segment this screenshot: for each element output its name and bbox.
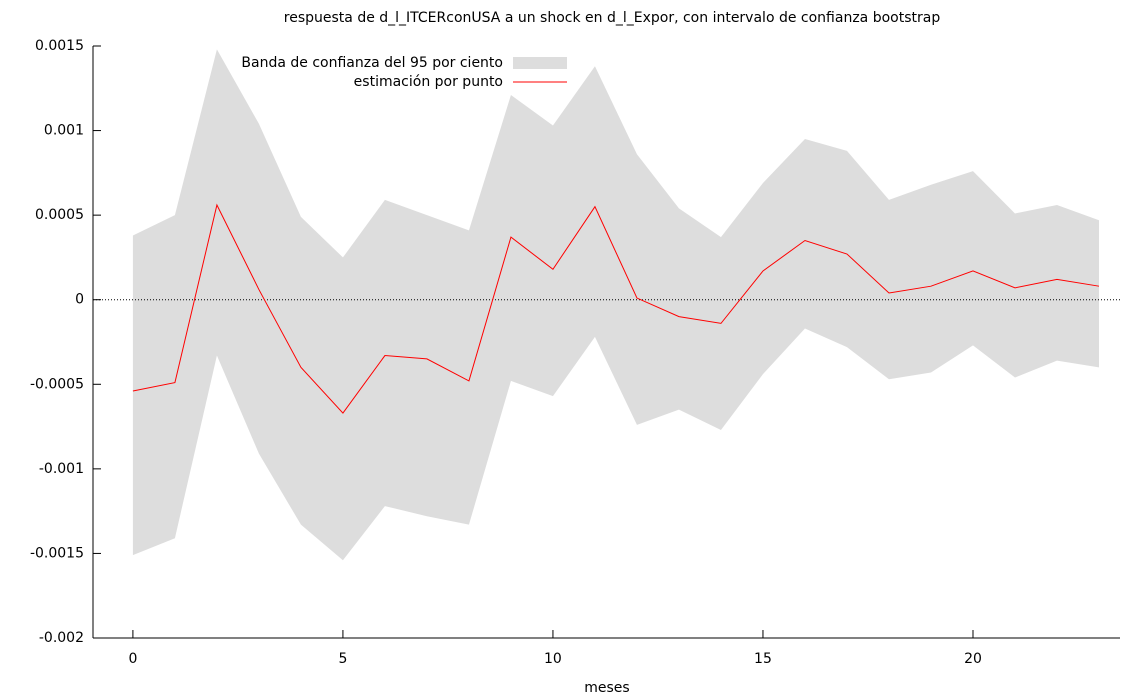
confidence-band (132, 49, 1099, 561)
legend-label: estimación por punto (354, 74, 503, 90)
y-tick-label: -0.0015 (30, 545, 84, 561)
x-tick-label: 10 (544, 651, 562, 667)
y-tick-label: 0.001 (44, 123, 84, 139)
legend-swatch (513, 57, 567, 69)
legend-label: Banda de confianza del 95 por ciento (241, 55, 503, 71)
x-tick-label: 0 (128, 651, 137, 667)
y-tick-label: -0.002 (39, 630, 84, 646)
x-tick-label: 5 (338, 651, 347, 667)
chart-title: respuesta de d_l_ITCERconUSA a un shock … (284, 10, 941, 26)
y-tick-label: 0.0005 (35, 207, 84, 223)
point-estimate-line (132, 203, 1100, 414)
x-tick-label: 20 (964, 651, 982, 667)
x-axis-label: meses (584, 680, 629, 696)
x-tick-label: 15 (754, 651, 772, 667)
y-tick-label: -0.0005 (30, 376, 84, 392)
y-tick-label: -0.001 (39, 461, 84, 477)
y-tick-label: 0.0015 (35, 38, 84, 54)
y-tick-label: 0 (75, 292, 84, 308)
